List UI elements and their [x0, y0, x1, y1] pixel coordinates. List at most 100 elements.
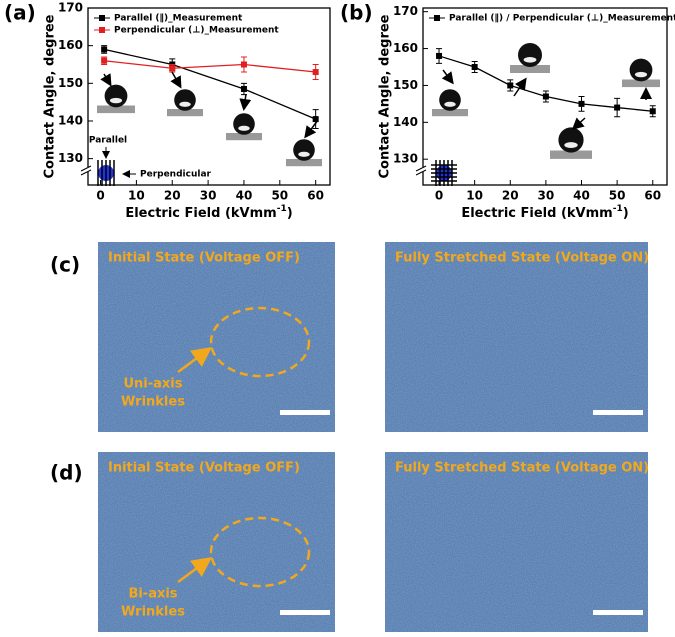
- x-tick-label: 0: [435, 189, 443, 203]
- micrograph: [385, 452, 648, 632]
- y-tick-label: 140: [393, 115, 418, 129]
- x-axis-label: Electric Field (kVmm-1): [461, 204, 628, 221]
- series-line: [104, 60, 316, 73]
- x-tick-label: 10: [128, 189, 145, 203]
- data-point: [649, 108, 656, 115]
- droplet-highlight: [179, 101, 191, 107]
- pointer-arrow: [513, 77, 527, 97]
- droplet-highlight: [298, 151, 310, 157]
- annotation: Parallel: [89, 136, 127, 146]
- scale-bar: [593, 610, 643, 615]
- substrate-photo: [286, 159, 322, 167]
- x-axis-label-part: ): [623, 206, 629, 221]
- y-tick-label: 170: [393, 4, 418, 18]
- x-tick-label: 60: [307, 189, 324, 203]
- plot-frame: [87, 7, 331, 186]
- x-axis-label-part: ): [287, 206, 293, 221]
- panel-label: (b): [340, 1, 373, 25]
- droplet: [558, 127, 584, 153]
- legend-marker: [99, 15, 105, 21]
- droplet: [629, 58, 653, 82]
- axis-break-gap: [82, 167, 94, 172]
- series-line: [103, 48, 316, 120]
- droplet: [233, 113, 255, 135]
- scale-bar: [280, 410, 330, 415]
- plot-frame: [422, 7, 668, 186]
- legend-label: Parallel (∥)_Measurement: [114, 14, 243, 24]
- pointer-arrow: [441, 69, 454, 85]
- data-point: [507, 82, 514, 89]
- substrate-photo: [622, 79, 660, 88]
- substrate-photo: [226, 133, 262, 141]
- x-tick-label: 20: [502, 189, 519, 203]
- x-axis-label-part: -1: [613, 204, 623, 214]
- image-annotation: Wrinkles: [121, 605, 185, 620]
- droplet-highlight: [523, 57, 537, 63]
- data-point: [169, 65, 176, 72]
- y-tick-label: 130: [58, 151, 83, 165]
- scale-bar: [593, 410, 643, 415]
- data-point: [312, 69, 319, 76]
- pointer-arrow: [100, 73, 112, 87]
- x-axis-label-part: -1: [277, 204, 287, 214]
- image-annotation: Uni-axis: [123, 377, 182, 392]
- micrograph: [98, 452, 335, 632]
- annotation-arrow: [177, 557, 213, 584]
- x-tick-label: 40: [573, 189, 590, 203]
- y-tick-label: 150: [58, 76, 83, 90]
- y-axis-label: Contact Angle, degree: [43, 14, 58, 178]
- annotation-arrow: [177, 347, 213, 374]
- image-caption: Initial State (Voltage OFF): [108, 251, 300, 266]
- legend-marker: [99, 27, 105, 33]
- panel-label: (c): [50, 253, 80, 277]
- micrograph: [385, 242, 648, 432]
- data-point: [101, 57, 108, 64]
- droplet: [293, 139, 315, 161]
- panel-label: (a): [4, 1, 36, 25]
- legend-label: Parallel (∥) / Perpendicular (⊥)_Measure…: [449, 14, 675, 24]
- x-tick-label: 20: [164, 189, 181, 203]
- pointer-arrow: [170, 71, 182, 89]
- data-point: [542, 93, 549, 100]
- pointer-arrow: [239, 93, 252, 111]
- axis-break: [415, 165, 427, 176]
- x-tick-label: 50: [271, 189, 288, 203]
- image-caption: Fully Stretched State (Voltage ON): [395, 461, 649, 476]
- data-point: [471, 64, 478, 70]
- scale-bar: [280, 610, 330, 615]
- data-point: [312, 116, 319, 123]
- micrograph: [98, 242, 335, 432]
- droplet-highlight: [444, 101, 456, 107]
- pointer-arrow: [304, 119, 319, 139]
- data-point: [436, 52, 443, 59]
- axis-break-gap: [417, 167, 429, 172]
- legend-marker: [434, 15, 440, 21]
- droplet-highlight: [109, 97, 123, 104]
- y-tick-label: 160: [58, 38, 83, 52]
- highlight-ellipse: [209, 516, 311, 588]
- data-point: [101, 46, 108, 53]
- x-tick-label: 30: [200, 189, 217, 203]
- x-tick-label: 0: [96, 189, 104, 203]
- droplet: [174, 89, 196, 111]
- y-tick-label: 160: [393, 41, 418, 55]
- legend-label: Perpendicular (⊥)_Measurement: [114, 26, 279, 36]
- substrate-photo: [167, 109, 203, 117]
- x-tick-label: 50: [609, 189, 626, 203]
- series-line: [438, 55, 653, 112]
- image-caption: Initial State (Voltage OFF): [108, 461, 300, 476]
- y-tick-label: 130: [393, 152, 418, 166]
- pointer-arrow: [571, 117, 586, 131]
- x-axis-label-part: Electric Field (kVmm: [125, 206, 276, 221]
- y-tick-label: 150: [393, 78, 418, 92]
- y-tick-label: 170: [58, 1, 83, 15]
- x-axis-label-part: Electric Field (kVmm: [461, 206, 612, 221]
- panel-label: (d): [50, 461, 83, 485]
- droplet-highlight: [238, 125, 250, 131]
- substrate-photo: [432, 109, 468, 117]
- droplet: [439, 89, 461, 111]
- substrate-photo: [97, 105, 135, 114]
- x-tick-label: 30: [538, 189, 555, 203]
- y-axis-label: Contact Angle, degree: [378, 14, 393, 178]
